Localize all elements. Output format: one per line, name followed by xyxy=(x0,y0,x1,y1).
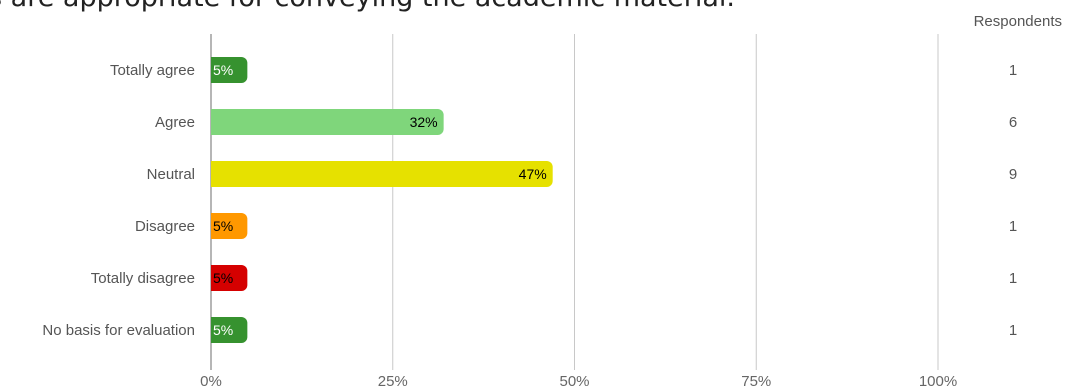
category-label: Neutral xyxy=(147,166,195,183)
page-title: s are appropriate for conveying the acad… xyxy=(0,0,1066,40)
respondents-count: 1 xyxy=(1009,270,1017,287)
bar xyxy=(211,57,248,83)
bar-edge xyxy=(211,213,219,239)
bar xyxy=(211,317,248,343)
x-tick-label: 50% xyxy=(559,373,589,390)
x-tick-label: 25% xyxy=(378,373,408,390)
category-label: Agree xyxy=(155,114,195,131)
category-label: Totally disagree xyxy=(91,270,195,287)
bar-edge xyxy=(211,317,219,343)
bar-value-label: 5% xyxy=(213,62,233,78)
x-tick-label: 100% xyxy=(919,373,957,390)
bar xyxy=(211,265,248,291)
bar-value-label: 5% xyxy=(213,270,233,286)
bar-edge xyxy=(211,109,219,135)
bar xyxy=(211,109,444,135)
category-label: No basis for evaluation xyxy=(42,322,195,339)
bar-edge xyxy=(211,161,219,187)
respondents-header: Respondents xyxy=(973,13,1062,30)
respondents-count: 1 xyxy=(1009,62,1017,79)
bar-edge xyxy=(211,265,219,291)
respondents-count: 1 xyxy=(1009,218,1017,235)
x-tick-label: 75% xyxy=(741,373,771,390)
bar-value-label: 32% xyxy=(410,114,438,130)
x-tick-label: 0% xyxy=(200,373,222,390)
bar xyxy=(211,213,248,239)
bar-value-label: 47% xyxy=(519,166,547,182)
respondents-count: 1 xyxy=(1009,322,1017,339)
bar-value-label: 5% xyxy=(213,322,233,338)
category-label: Totally agree xyxy=(110,62,195,79)
bar-value-label: 5% xyxy=(213,218,233,234)
category-label: Disagree xyxy=(135,218,195,235)
bar-edge xyxy=(211,57,219,83)
respondents-count: 6 xyxy=(1009,114,1017,131)
respondents-count: 9 xyxy=(1009,166,1017,183)
bar xyxy=(211,161,553,187)
